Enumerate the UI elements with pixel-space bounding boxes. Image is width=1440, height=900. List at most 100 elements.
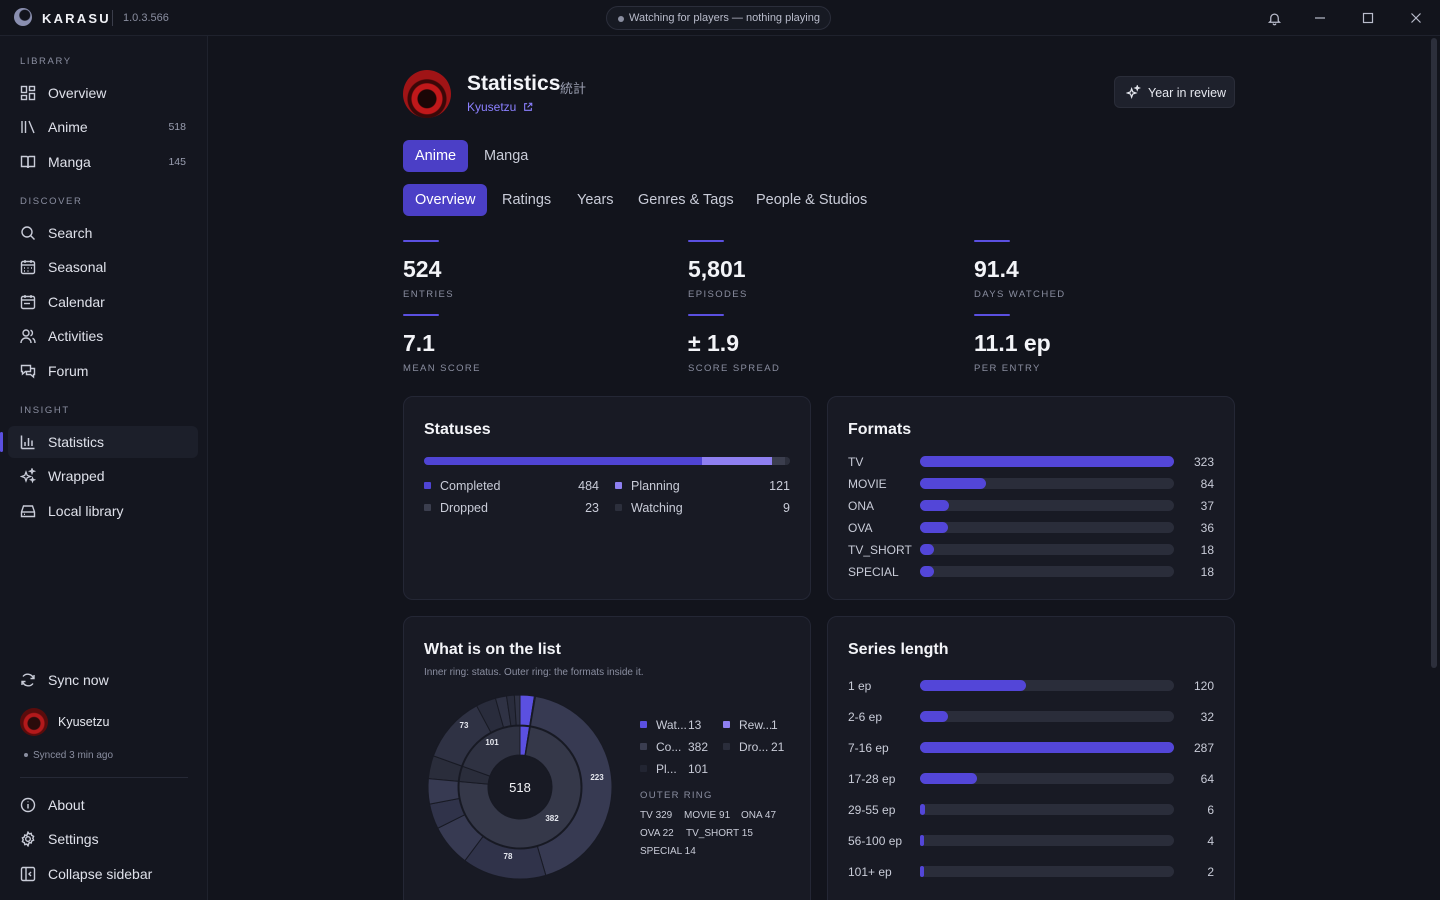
card-title: Series length <box>848 641 949 658</box>
status-dot-icon <box>618 16 624 22</box>
bar-value: 18 <box>1200 543 1214 557</box>
legend-value: 121 <box>769 479 790 493</box>
bar-row: TV_SHORT 18 <box>848 543 1214 557</box>
sidebar-item-calendar[interactable]: Calendar <box>8 286 198 318</box>
legend-swatch <box>615 504 622 511</box>
legend-name: Dro... <box>739 740 769 754</box>
bar-track <box>920 566 1174 577</box>
main-scrollbar[interactable] <box>1431 38 1437 668</box>
outer-ring-item: MOVIE 91 <box>684 810 730 821</box>
donut-format-segment <box>529 695 613 876</box>
about-button[interactable]: About <box>8 789 198 821</box>
tab-genres-tags[interactable]: Genres & Tags <box>638 192 734 208</box>
legend-name: Dropped <box>440 501 488 515</box>
stat-value: 11.1 ep <box>974 330 1051 356</box>
bar-label: 7-16 ep <box>848 741 889 755</box>
sidebar-item-anime[interactable]: Anime 518 <box>8 111 198 143</box>
bar-track <box>920 773 1174 784</box>
legend-value: 1 <box>771 718 778 732</box>
stat-accent <box>974 240 1010 242</box>
stat-label: MEAN SCORE <box>403 363 481 374</box>
user-profile[interactable]: Kyusetzu <box>20 708 190 736</box>
stat-value: 7.1 <box>403 330 435 356</box>
sidebar-item-search[interactable]: Search <box>8 217 198 249</box>
legend-dropped: Dro... 21 <box>723 740 803 754</box>
legend-swatch <box>424 504 431 511</box>
collapse-sidebar-label: Collapse sidebar <box>48 866 153 882</box>
outer-ring-name: TV <box>640 810 653 821</box>
tab-anime[interactable]: Anime <box>403 140 469 172</box>
grid-icon <box>20 85 36 101</box>
outer-ring-value: 22 <box>662 828 674 839</box>
sidebar-item-manga[interactable]: Manga 145 <box>8 146 198 178</box>
refresh-icon <box>21 673 35 687</box>
settings-label: Settings <box>48 831 99 847</box>
bar-fill <box>920 742 1174 753</box>
stat-entries: 524 ENTRIES <box>403 240 643 300</box>
donut-format-segment <box>427 778 460 805</box>
sync-dot-icon <box>24 753 28 758</box>
bar-chart-icon <box>20 435 35 450</box>
sparkles-icon <box>1126 85 1141 99</box>
legend-rewatching: Rew... 1 <box>723 718 803 732</box>
tab-ratings[interactable]: Ratings <box>502 192 552 208</box>
year-in-review-button[interactable]: Year in review <box>1114 76 1235 108</box>
sidebar-item-overview[interactable]: Overview <box>8 77 198 109</box>
legend-swatch <box>424 482 431 489</box>
sidebar-item-seasonal[interactable]: Seasonal <box>8 251 198 283</box>
sidebar-item-label: Local library <box>48 503 124 519</box>
bar-value: 36 <box>1200 521 1214 535</box>
status-format-donut: 518 73 101 223 382 78 <box>427 694 613 880</box>
tab-people-studios[interactable]: People & Studios <box>756 192 868 208</box>
close-button[interactable] <box>1403 6 1429 30</box>
tab-years[interactable]: Years <box>577 192 614 208</box>
settings-button[interactable]: Settings <box>8 823 198 855</box>
legend-name: Wat... <box>656 718 687 732</box>
bar-value: 64 <box>1200 772 1214 786</box>
outer-ring-name: SPECIAL <box>640 846 682 857</box>
username: Kyusetzu <box>58 715 110 729</box>
close-icon <box>1411 13 1421 23</box>
stat-accent <box>688 314 724 316</box>
sidebar-item-forum[interactable]: Forum <box>8 355 198 387</box>
chat-icon <box>20 364 36 379</box>
sidebar-item-activities[interactable]: Activities <box>8 320 198 352</box>
status-bar-segment <box>784 457 790 465</box>
sparkles-icon <box>20 468 36 484</box>
outer-ring-value: 47 <box>764 810 777 821</box>
bar-row: 29-55 ep 6 <box>848 803 1214 817</box>
sync-now-button[interactable]: Sync now <box>8 664 198 696</box>
outer-ring-name: TV_SHORT <box>686 828 739 839</box>
legend-swatch <box>640 743 647 750</box>
bar-label: SPECIAL <box>848 565 899 579</box>
collapse-sidebar-button[interactable]: Collapse sidebar <box>8 858 198 890</box>
page-title-japanese: 統計 <box>560 81 587 96</box>
sidebar-item-local-library[interactable]: Local library <box>8 495 198 527</box>
sidebar-item-label: Statistics <box>48 434 105 450</box>
bar-fill <box>920 680 1027 691</box>
gear-icon <box>21 831 35 847</box>
sync-status-text: Synced 3 min ago <box>33 750 114 761</box>
tab-overview[interactable]: Overview <box>403 184 488 216</box>
stat-score-spread: ± 1.9 SCORE SPREAD <box>688 314 928 374</box>
outer-ring-value: 14 <box>684 846 696 857</box>
sidebar-item-statistics[interactable]: Statistics <box>0 426 198 458</box>
minimize-button[interactable] <box>1307 6 1333 30</box>
bar-fill <box>920 522 949 533</box>
sidebar-item-wrapped[interactable]: Wrapped <box>8 460 198 492</box>
bar-row: OVA 36 <box>848 521 1214 535</box>
profile-link[interactable]: Kyusetzu <box>467 100 533 114</box>
tab-manga[interactable]: Manga <box>484 148 529 164</box>
maximize-button[interactable] <box>1355 6 1381 30</box>
formats-card: Formats TV 323 MOVIE 84 ONA 37 OVA 36 TV_SHORT 18… <box>827 396 1235 600</box>
bar-track <box>920 742 1174 753</box>
card-title: What is on the list <box>424 641 561 658</box>
sidebar-collapse-icon <box>20 866 36 882</box>
bar-fill <box>920 711 949 722</box>
status-bar-segment <box>424 457 703 465</box>
app-name: KARASU <box>42 11 111 26</box>
profile-link-text: Kyusetzu <box>467 100 517 114</box>
legend-name: Co... <box>656 740 682 754</box>
section-discover: DISCOVER <box>20 196 83 207</box>
notifications-button[interactable] <box>1261 6 1287 30</box>
